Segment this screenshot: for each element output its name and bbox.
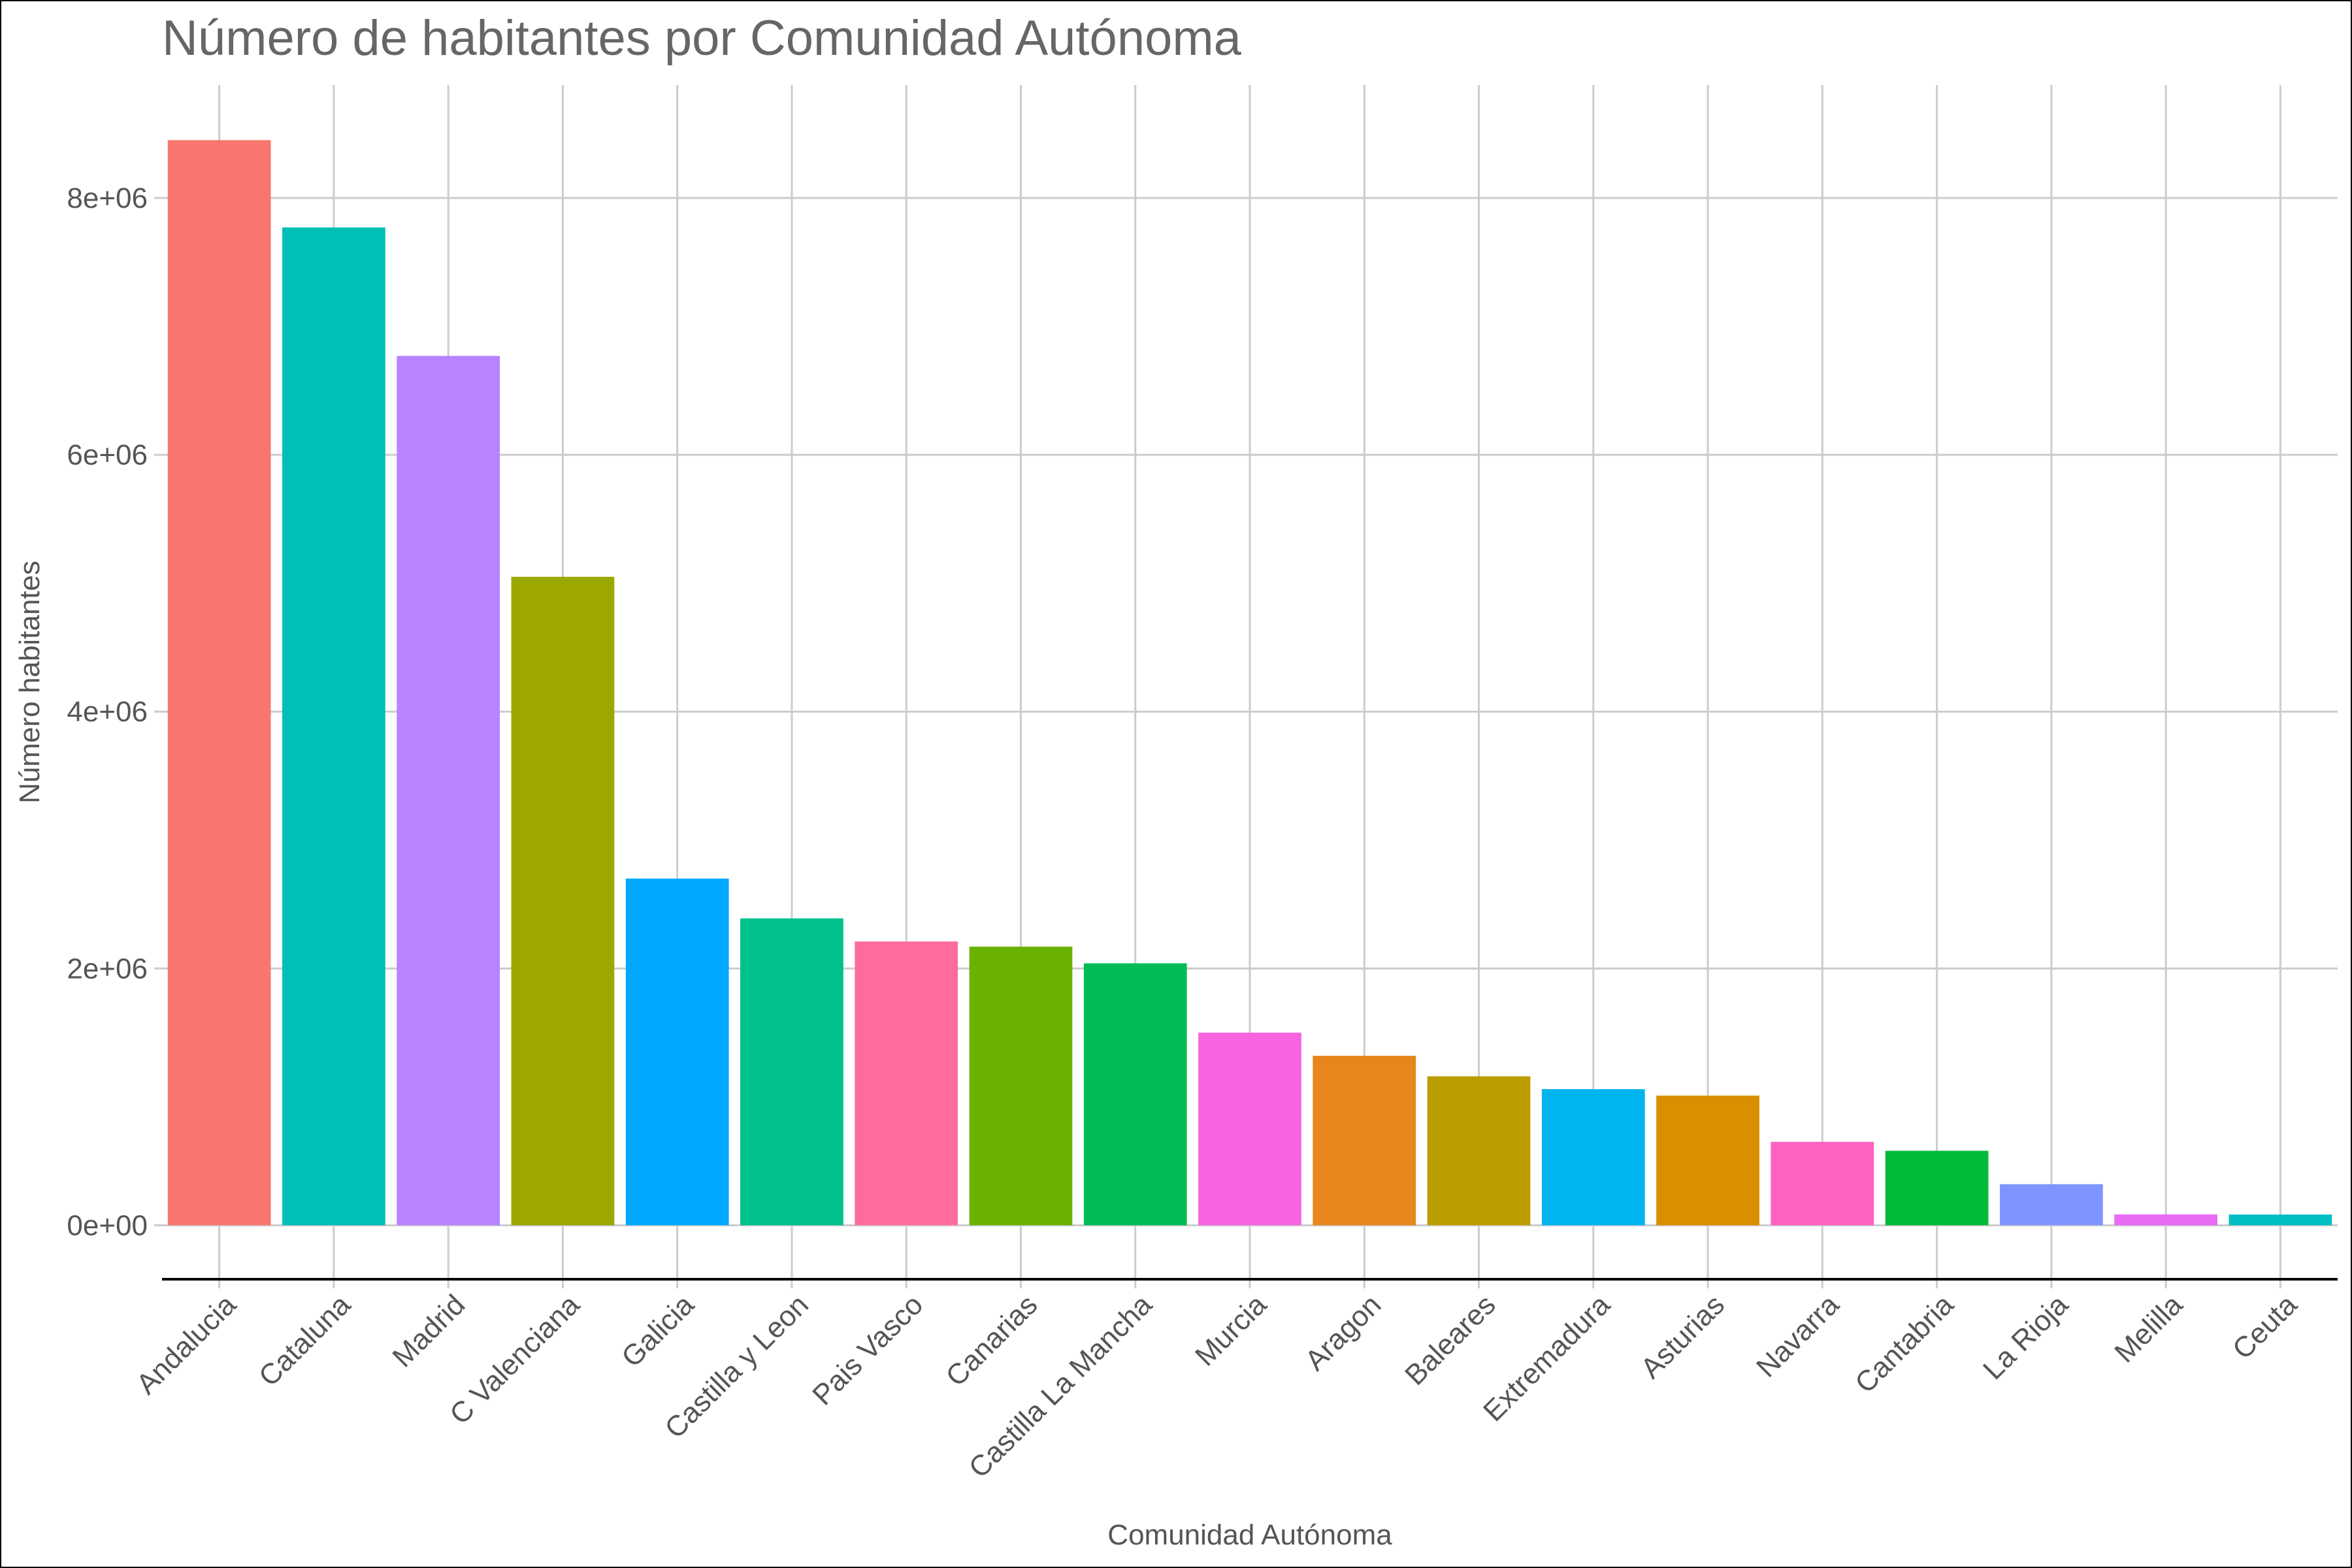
bar-c-valenciana — [511, 576, 615, 1226]
bar-canarias — [969, 946, 1073, 1226]
y-tick-label-2: 4e+06 — [67, 696, 148, 728]
y-tick-label-3: 6e+06 — [67, 439, 148, 471]
x-tick-label-0: Andalucia — [130, 1288, 242, 1401]
bar-andalucia — [167, 140, 271, 1226]
bar-baleares — [1427, 1076, 1531, 1226]
x-tick-label-18: Ceuta — [2227, 1288, 2304, 1365]
x-tick-label-2: Madrid — [386, 1288, 471, 1373]
bar-murcia — [1198, 1032, 1301, 1226]
x-tick-label-10: Aragon — [1299, 1288, 1387, 1377]
bar-pais-vasco — [855, 941, 958, 1226]
bar-castilla-la-mancha — [1083, 963, 1187, 1226]
x-axis-title: Comunidad Autónoma — [1107, 1519, 1392, 1551]
bar-cantabria — [1885, 1151, 1989, 1226]
y-tick-label-1: 2e+06 — [67, 953, 148, 985]
bars — [167, 140, 2332, 1226]
bar-navarra — [1771, 1141, 1874, 1226]
bar-extremadura — [1541, 1089, 1645, 1226]
y-axis-ticks: 0e+00 2e+06 4e+06 6e+06 8e+06 — [67, 182, 162, 1241]
bar-asturias — [1656, 1095, 1759, 1226]
x-tick-label-7: Canarias — [939, 1288, 1043, 1392]
x-tick-label-11: Baleares — [1399, 1288, 1501, 1391]
x-tick-label-17: Melilla — [2108, 1288, 2189, 1369]
bar-melilla — [2114, 1214, 2217, 1226]
x-tick-label-16: La Rioja — [1977, 1288, 2074, 1386]
y-tick-label-0: 0e+00 — [67, 1209, 148, 1241]
bar-madrid — [397, 355, 500, 1226]
y-tick-label-4: 8e+06 — [67, 182, 148, 214]
bar-la-rioja — [1999, 1184, 2103, 1226]
x-tick-label-1: Cataluna — [253, 1288, 357, 1393]
bar-cataluna — [282, 227, 385, 1226]
x-tick-label-15: Cantabria — [1849, 1288, 1960, 1399]
x-tick-label-14: Navarra — [1750, 1288, 1846, 1384]
x-tick-label-13: Asturias — [1635, 1288, 1731, 1384]
chart-title: Número de habitantes por Comunidad Autón… — [162, 10, 1242, 66]
bar-aragon — [1313, 1055, 1416, 1226]
x-tick-label-6: Pais Vasco — [806, 1288, 929, 1411]
bar-ceuta — [2229, 1214, 2332, 1226]
bar-castilla-y-leon — [740, 918, 843, 1226]
x-tick-label-4: Galicia — [615, 1288, 700, 1373]
bar-galicia — [625, 878, 729, 1226]
x-tick-label-9: Murcia — [1189, 1288, 1273, 1372]
y-axis-title: Número habitantes — [14, 561, 46, 804]
